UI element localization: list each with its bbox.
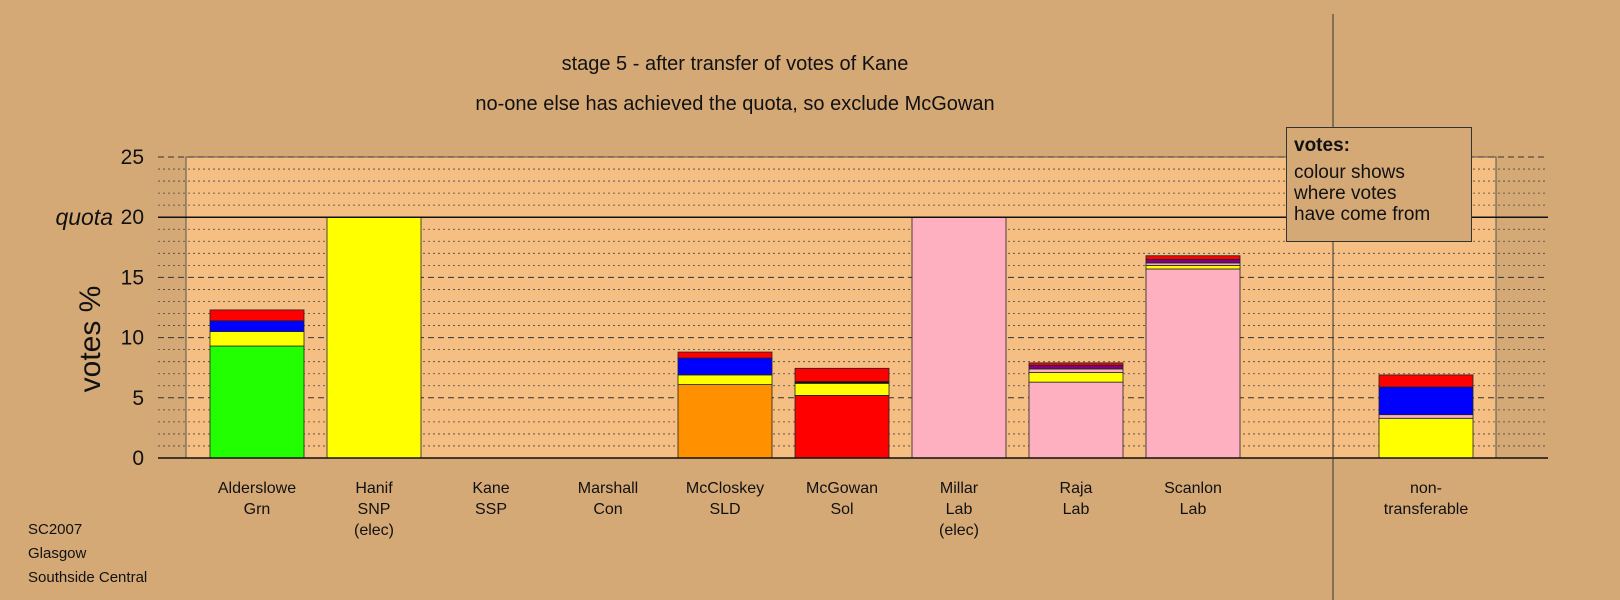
candidate-party: Lab (1062, 501, 1090, 518)
bar-alderslowe-segment-4 (209, 309, 305, 322)
bar-raja-segment-1 (1028, 381, 1124, 459)
footer-election: SC2007 (28, 521, 83, 538)
y-tick-label: 10 (121, 327, 144, 350)
legend-heading: votes: (1294, 135, 1350, 156)
candidate-label-marshall: Marshall Con (548, 478, 668, 520)
bar-millar-segment-1 (911, 216, 1007, 459)
candidate-name: McCloskey (685, 480, 765, 497)
candidate-party: transferable (1383, 501, 1469, 518)
bar-alderslowe-segment-2 (209, 331, 305, 347)
legend-line-3: have come from (1294, 204, 1431, 225)
bar-nontransferable-segment-4 (1378, 374, 1474, 388)
bar-mcgowan-segment-1 (794, 394, 890, 459)
bar-nontransferable-segment-2 (1378, 414, 1474, 419)
candidate-status: (elec) (938, 522, 979, 539)
bar-mccloskey-segment-2 (677, 374, 773, 385)
y-tick-label: 25 (121, 146, 144, 169)
legend-line-1: colour shows (1294, 162, 1405, 183)
y-tick-label: 0 (132, 447, 144, 470)
candidate-label-nontransferable: non-transferable (1366, 478, 1486, 520)
candidate-party: Lab (945, 501, 973, 518)
candidate-name: Raja (1059, 480, 1093, 497)
y-tick-label: 20 (121, 206, 144, 229)
candidate-party: SNP (357, 501, 391, 518)
bar-raja-segment-2 (1028, 372, 1124, 383)
candidate-label-millar: Millar Lab (elec) (899, 478, 1019, 541)
bar-alderslowe-segment-1 (209, 345, 305, 459)
candidate-label-hanif: Hanif SNP (elec) (314, 478, 434, 541)
bar-scanlon-segment-5 (1145, 255, 1241, 260)
quota-label: quota (55, 204, 113, 230)
candidate-party: Lab (1179, 501, 1207, 518)
candidate-name: Alderslowe (217, 480, 297, 497)
bar-raja-segment-3 (1028, 368, 1124, 373)
candidate-name: non- (1409, 480, 1443, 497)
candidate-party: Con (593, 501, 623, 518)
candidate-party: SLD (709, 501, 741, 518)
bar-hanif-segment-1 (326, 216, 422, 459)
candidate-name: Marshall (577, 480, 639, 497)
bar-scanlon-segment-1 (1145, 268, 1241, 459)
bar-mccloskey-segment-4 (677, 351, 773, 359)
candidate-name: Hanif (355, 480, 393, 497)
bar-mcgowan-segment-4 (794, 367, 890, 382)
bar-raja-segment-4 (1028, 364, 1124, 370)
candidate-label-raja: Raja Lab (1016, 478, 1136, 520)
y-tick-label: 15 (121, 266, 144, 289)
y-tick-label: 5 (132, 387, 144, 410)
candidate-label-alderslowe: Alderslowe Grn (197, 478, 317, 520)
candidate-label-mccloskey: McCloskey SLD (665, 478, 785, 520)
chart-subtitle: no-one else has achieved the quota, so e… (475, 93, 995, 115)
legend-line-2: where votes (1294, 183, 1397, 204)
bar-alderslowe-segment-3 (209, 320, 305, 332)
candidate-name: Scanlon (1164, 480, 1222, 497)
bar-mccloskey-segment-1 (677, 384, 773, 459)
candidate-name: McGowan (805, 480, 879, 497)
candidate-name: Kane (472, 480, 510, 497)
bar-nontransferable-segment-3 (1378, 386, 1474, 416)
candidate-party: SSP (474, 501, 507, 518)
bar-mccloskey-segment-3 (677, 357, 773, 376)
candidate-label-scanlon: Scanlon Lab (1133, 478, 1253, 520)
candidate-name: Millar (939, 480, 979, 497)
footer-council: Glasgow (28, 545, 87, 562)
candidate-party: Sol (830, 501, 854, 518)
candidate-label-mcgowan: McGowan Sol (782, 478, 902, 520)
bar-scanlon-segment-2 (1145, 264, 1241, 270)
bar-raja-segment-5 (1028, 362, 1124, 366)
bar-mcgowan-segment-2 (794, 382, 890, 396)
candidate-status: (elec) (353, 522, 394, 539)
legend-box: votes: colour shows where votes have com… (1286, 127, 1472, 242)
chart-title: stage 5 - after transfer of votes of Kan… (561, 53, 909, 75)
candidate-party: Grn (243, 501, 271, 518)
bar-nontransferable-segment-1 (1378, 417, 1474, 459)
bar-scanlon-segment-4 (1145, 258, 1241, 264)
y-axis-label: votes % (74, 286, 107, 393)
footer-ward: Southside Central (28, 569, 148, 586)
candidate-label-kane: Kane SSP (431, 478, 551, 520)
